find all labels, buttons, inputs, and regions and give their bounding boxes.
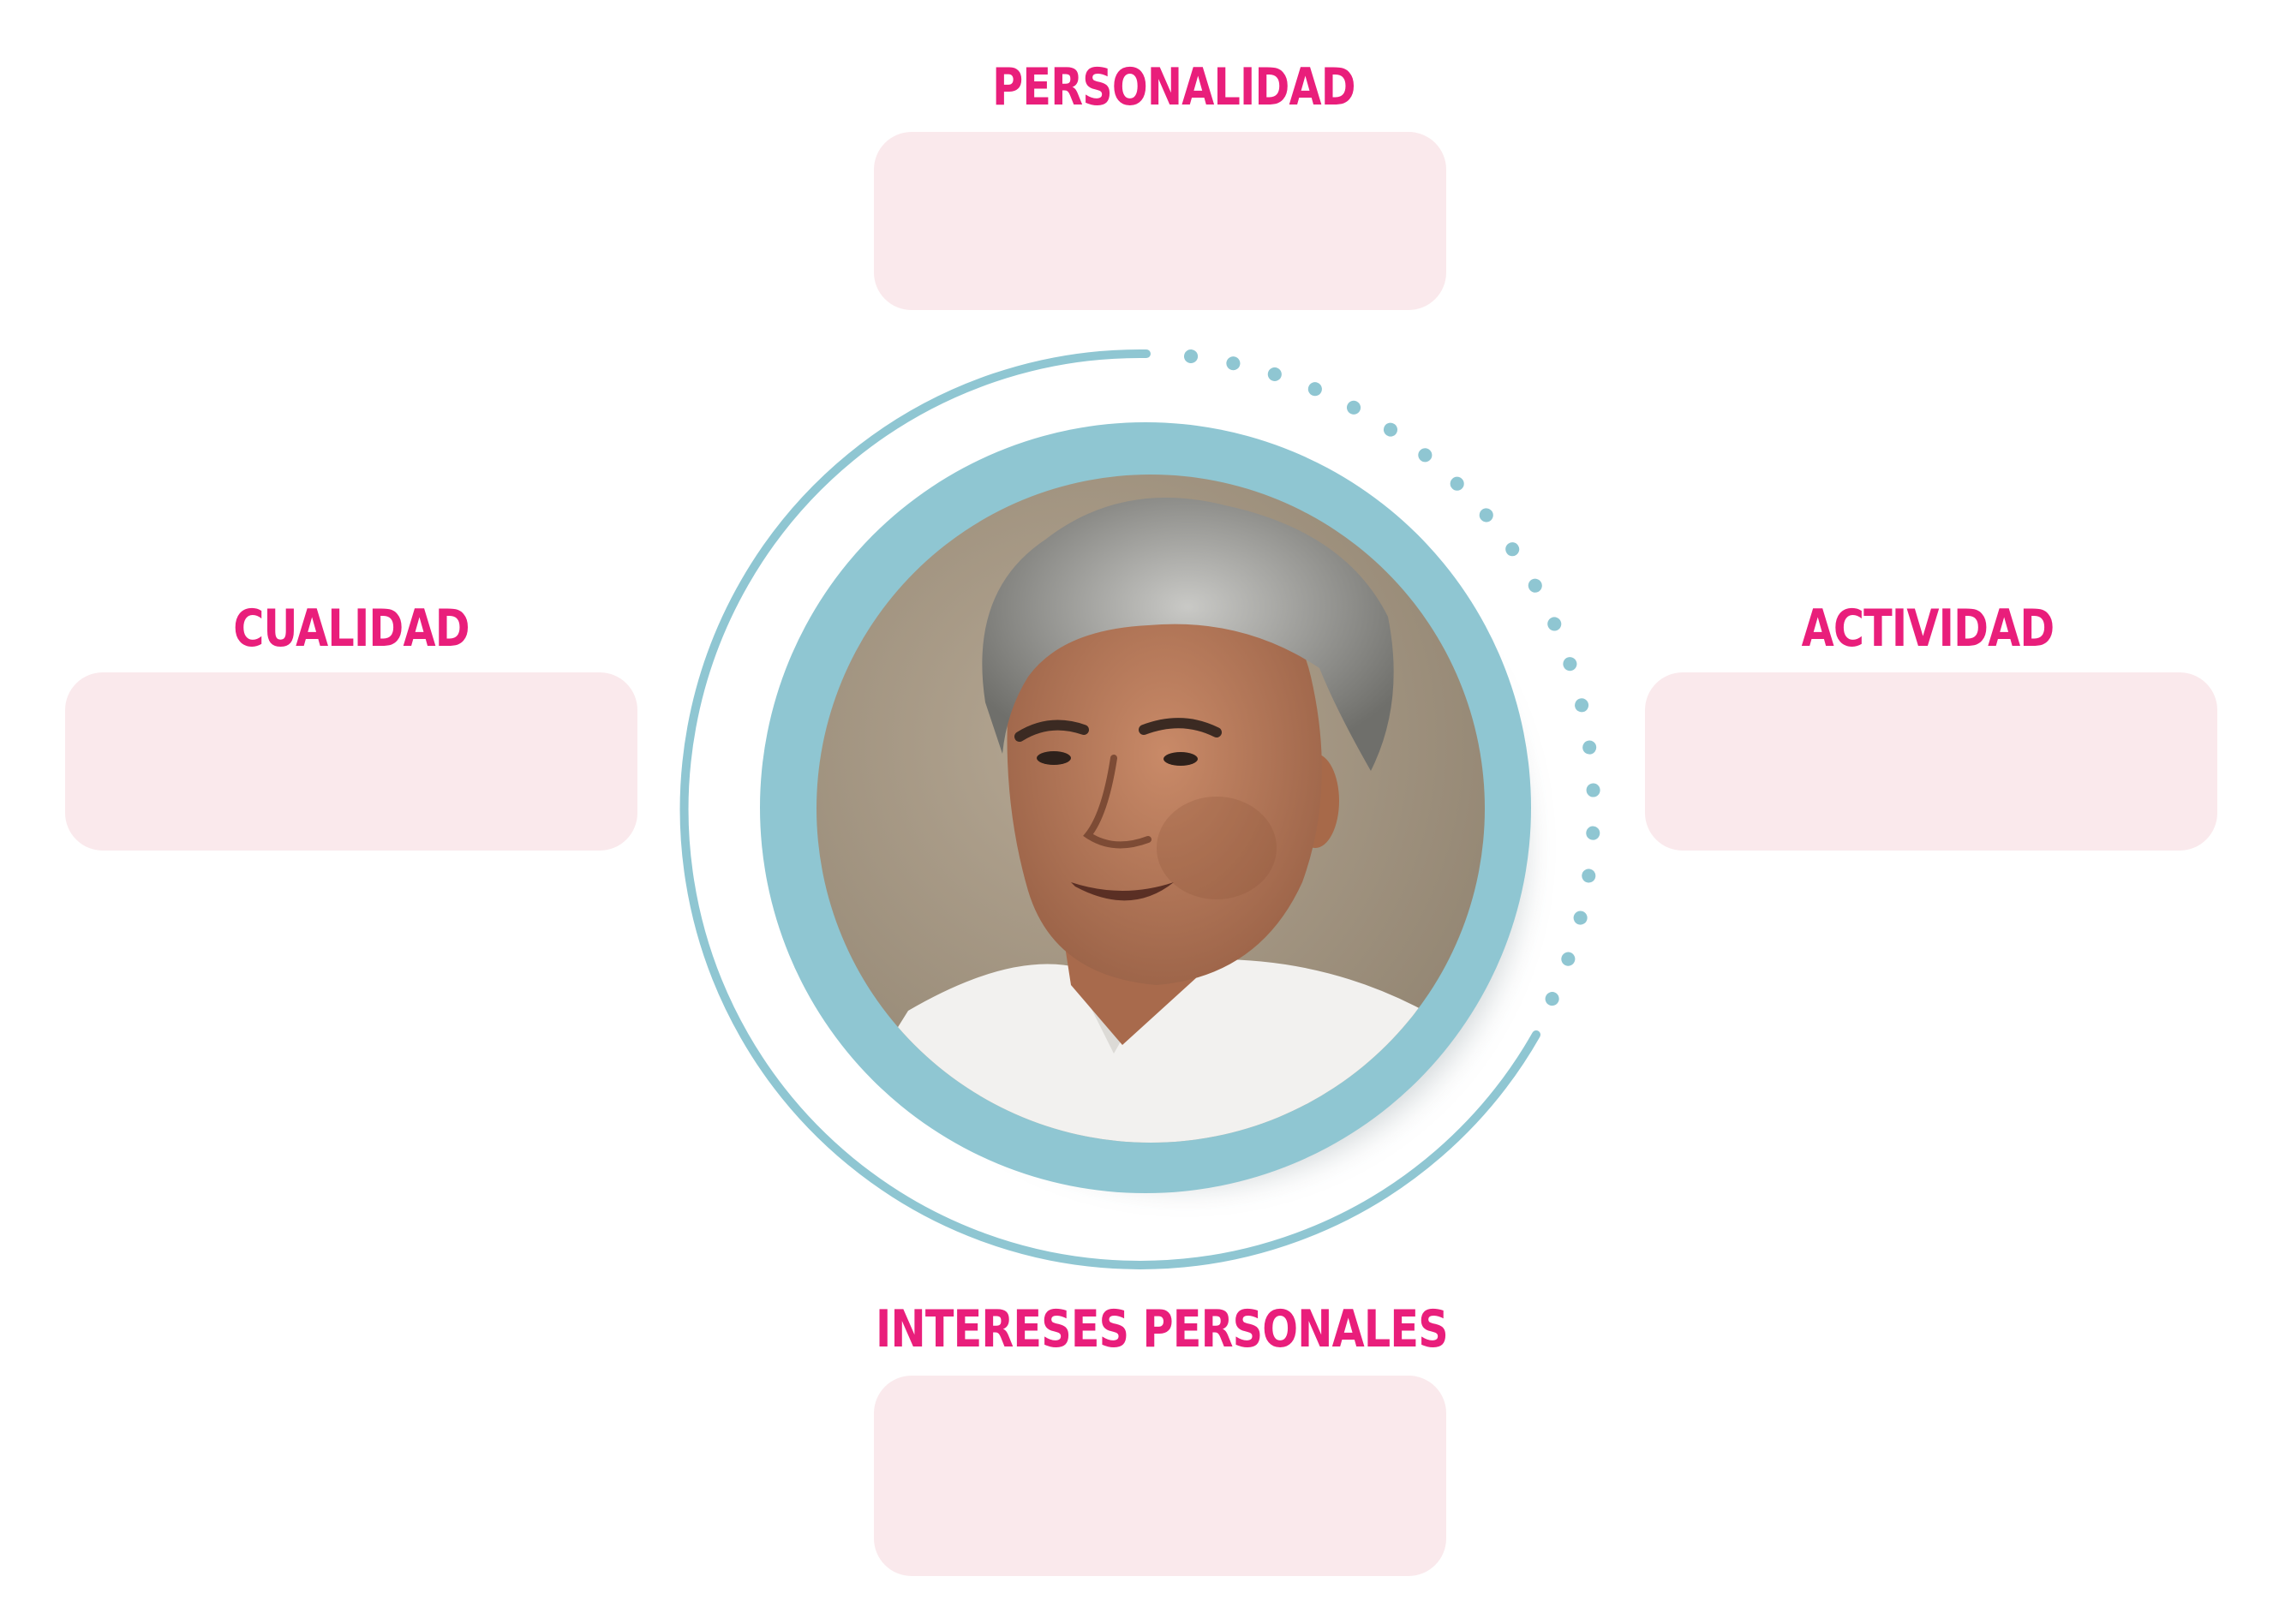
outer-ring-dotted-arc	[1184, 349, 1600, 1016]
cualidad-input-box[interactable]	[65, 672, 637, 851]
personalidad-input-box[interactable]	[874, 132, 1446, 310]
man-portrait-photo	[816, 475, 1485, 1143]
label-actividad: ACTIVIDAD	[1801, 599, 2055, 659]
intereses-personales-input-box[interactable]	[874, 1376, 1446, 1576]
label-personalidad: PERSONALIDAD	[992, 57, 1355, 117]
actividad-input-box[interactable]	[1645, 672, 2217, 851]
outer-ring-solid-arc	[679, 349, 1540, 1269]
label-intereses-personales: INTERESES PERSONALES	[876, 1299, 1449, 1359]
label-cualidad: CUALIDAD	[233, 599, 470, 659]
